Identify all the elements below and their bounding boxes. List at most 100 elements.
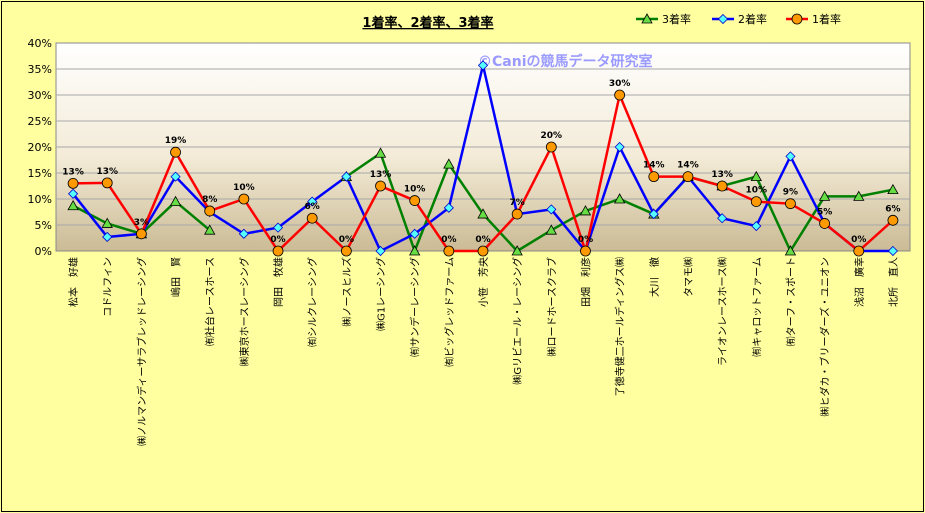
- data-point: [682, 171, 694, 183]
- data-point: [409, 228, 420, 239]
- data-point: [375, 180, 386, 192]
- data-point: [750, 170, 762, 182]
- data-label: 0%: [851, 235, 866, 245]
- data-point: [101, 217, 113, 228]
- x-tick-label: ㈱ロードホースクラブ: [545, 257, 558, 357]
- data-label: 0%: [475, 235, 490, 245]
- x-tick-label: ㈲シルクレーシング: [306, 257, 319, 347]
- data-point: [648, 171, 660, 183]
- data-label: 10%: [233, 183, 255, 193]
- data-point: [819, 218, 830, 229]
- data-point: [170, 171, 181, 182]
- data-point: [101, 177, 113, 189]
- x-tick-label: ㈲社台レースホース: [204, 257, 217, 346]
- data-point: [409, 195, 421, 206]
- x-tick-label: ㈲キャロットファーム: [751, 257, 763, 357]
- y-tick-label: 25%: [28, 115, 52, 128]
- data-point: [887, 245, 898, 257]
- data-point: [374, 147, 387, 158]
- data-point: [67, 177, 79, 189]
- x-tick-label: ㈲ビッグレッドファーム: [443, 257, 456, 367]
- data-label: 3%: [134, 218, 149, 228]
- data-point: [340, 245, 352, 257]
- legend: 3着率 2着率 1着率: [636, 12, 841, 26]
- data-point: [785, 198, 796, 210]
- data-label: 0%: [270, 235, 285, 245]
- x-tick-label: ㈱G1レーシング: [375, 257, 388, 331]
- data-point: [546, 204, 557, 215]
- data-point: [614, 89, 626, 101]
- data-label: 0%: [339, 235, 354, 245]
- data-point: [443, 245, 455, 257]
- data-point: [511, 245, 523, 256]
- data-point: [170, 146, 181, 158]
- data-point: [887, 183, 899, 195]
- x-tick-label: ㈲サンデーレーシング: [409, 257, 422, 357]
- x-tick-label: 岡田 牧雄: [272, 257, 285, 307]
- data-point: [613, 193, 626, 204]
- data-point: [853, 245, 865, 257]
- x-tick-label: ㈱ヒダカ・ブリーダーズ・ユニオン: [819, 257, 832, 417]
- data-label: 13%: [62, 167, 84, 177]
- legend-marker: [641, 13, 653, 24]
- data-label: 13%: [96, 167, 118, 177]
- data-label: 9%: [783, 188, 798, 198]
- x-tick-label: 嶋田 賢: [170, 257, 183, 297]
- x-tick-label: コドルフィン: [103, 257, 114, 317]
- y-tick-label: 40%: [28, 37, 52, 50]
- data-point: [614, 141, 625, 153]
- data-label: 13%: [711, 170, 733, 180]
- x-tick-label: 松本 好雄: [67, 257, 80, 307]
- data-point: [409, 245, 421, 256]
- x-tick-label: 了徳寺健二ホールディングス㈱: [614, 257, 627, 396]
- data-point: [477, 245, 489, 257]
- data-point: [818, 190, 831, 201]
- data-point: [375, 245, 386, 257]
- data-label: 6%: [305, 202, 320, 212]
- x-tick-label: ライオンレースホース㈱: [717, 257, 729, 366]
- data-label: 7%: [510, 198, 525, 208]
- legend-label: 3着率: [662, 12, 691, 26]
- data-point: [102, 231, 113, 243]
- data-point: [67, 199, 79, 211]
- x-tick-label: ㈱ノースヒルズ: [340, 257, 353, 327]
- data-point: [648, 209, 659, 220]
- data-label: 6%: [885, 204, 900, 214]
- data-label: 0%: [441, 235, 456, 245]
- data-point: [750, 196, 762, 208]
- data-point: [272, 222, 284, 233]
- data-point: [204, 224, 216, 235]
- data-point: [751, 220, 762, 232]
- x-tick-label: タマモ㈱: [683, 257, 695, 297]
- data-point: [717, 213, 728, 224]
- data-point: [443, 158, 455, 169]
- data-point: [477, 208, 489, 219]
- legend-label: 1着率: [812, 12, 841, 26]
- x-tick-label: ㈲ターフ・スポート: [785, 257, 797, 346]
- data-label: 30%: [609, 79, 631, 89]
- watermark: ©Caniの競馬データ研究室: [478, 53, 653, 70]
- data-point: [238, 193, 250, 205]
- data-point: [853, 190, 865, 201]
- data-point: [306, 212, 318, 224]
- data-point: [341, 171, 352, 182]
- data-label: 8%: [202, 195, 217, 205]
- data-point: [68, 188, 79, 199]
- legend-marker: [717, 13, 729, 25]
- x-tick-label: 北所 直人: [887, 257, 900, 307]
- data-point: [887, 214, 899, 226]
- data-label: 19%: [165, 136, 187, 146]
- x-tick-label: 浅沼 廣幸: [853, 257, 866, 307]
- y-tick-label: 35%: [28, 63, 52, 76]
- data-point: [545, 224, 557, 235]
- x-tick-label: 田畑 利彦: [579, 257, 592, 307]
- data-point: [784, 245, 797, 256]
- data-point: [204, 205, 216, 217]
- legend-marker: [791, 13, 803, 25]
- data-label: 10%: [746, 186, 768, 196]
- y-tick-label: 30%: [28, 89, 52, 102]
- y-tick-label: 10%: [28, 193, 52, 206]
- data-point: [716, 180, 728, 192]
- x-tick-label: ㈱Gリビエール・レーシング: [511, 257, 524, 385]
